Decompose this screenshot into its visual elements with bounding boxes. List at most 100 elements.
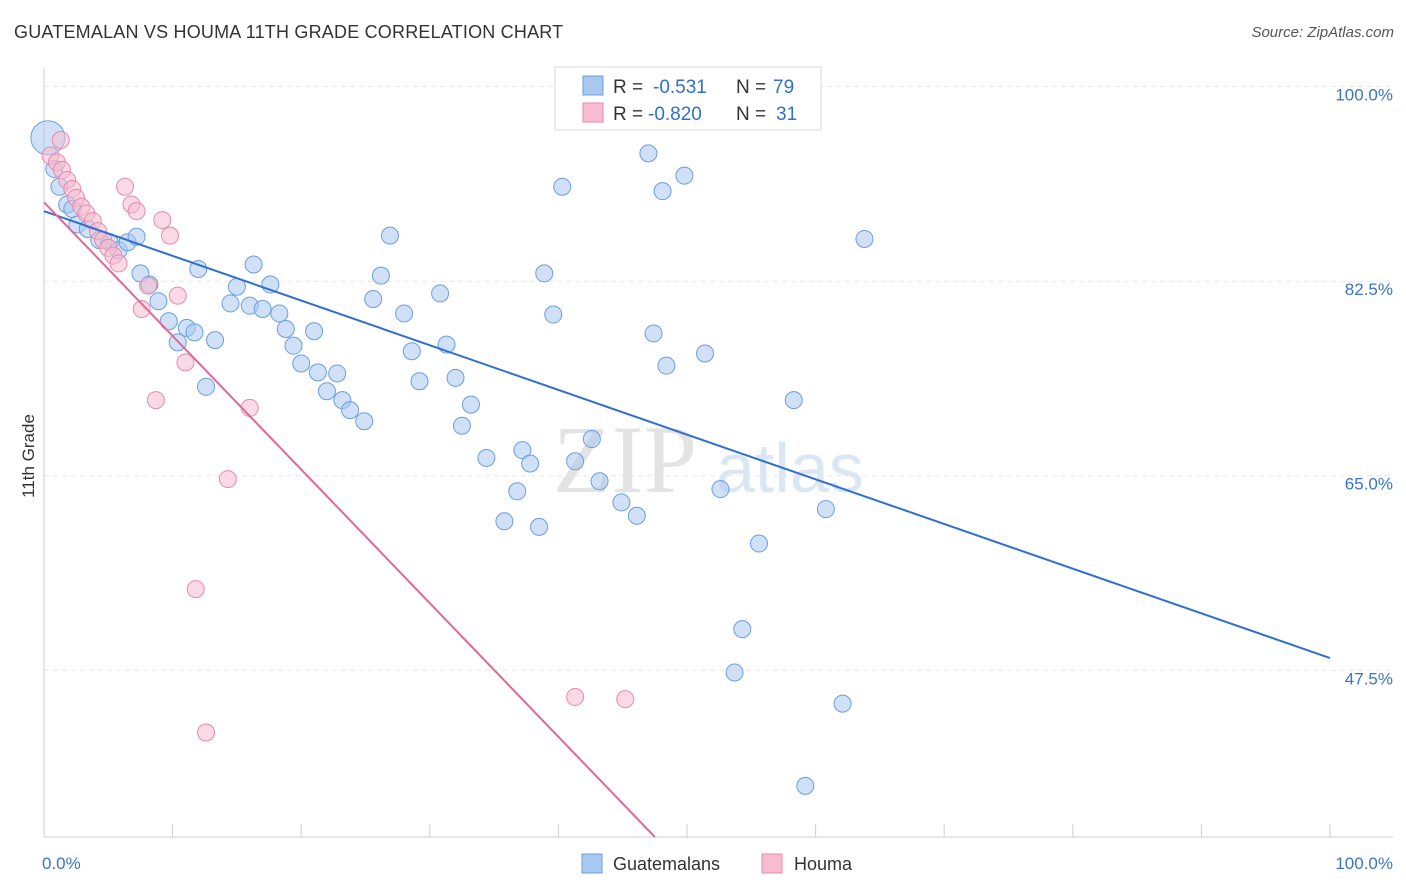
point-houma-27 [240,398,259,417]
legend-n-value-1: 31 [776,104,797,125]
point-houma-24 [186,580,205,599]
point-houma-26 [218,470,237,489]
point-houma-16 [127,202,146,221]
point-guatemalans-53 [513,441,532,460]
point-guatemalans-76 [816,500,835,519]
point-guatemalans-29 [276,320,295,339]
point-guatemalans-67 [657,356,676,375]
point-houma-19 [146,391,165,410]
trend-line-houma [43,201,656,838]
legend-n-value-0: 79 [773,77,794,98]
point-guatemalans-31 [292,354,311,373]
point-guatemalans-28 [270,304,289,323]
point-guatemalans-41 [380,226,399,245]
point-guatemalans-26 [253,299,272,318]
point-houma-30 [51,131,70,150]
point-guatemalans-18 [185,323,204,342]
point-guatemalans-44 [410,372,429,391]
point-guatemalans-15 [159,312,178,331]
bottom-legend-label-houma: Houma [794,854,853,874]
point-houma-13 [109,254,128,273]
point-guatemalans-34 [317,382,336,401]
legend-r-label-1: R = [613,104,643,125]
y-tick-label-3: 47.5% [1345,669,1393,688]
point-guatemalans-20 [197,377,216,396]
point-guatemalans-65 [644,324,663,343]
legend-r-value-1: -0.820 [648,104,702,125]
point-guatemalans-68 [675,166,694,185]
point-guatemalans-58 [553,177,572,196]
point-guatemalans-64 [639,144,658,163]
axes [43,68,1393,838]
point-guatemalans-39 [364,289,383,308]
point-houma-22 [168,286,187,305]
x-tick-label-left: 0.0% [42,854,81,873]
point-guatemalans-52 [508,482,527,501]
point-guatemalans-32 [305,322,324,341]
point-guatemalans-63 [627,506,646,525]
trend-line-guatemalans [43,210,1331,659]
point-houma-21 [161,226,180,245]
legend-swatch-houma [582,102,604,123]
point-guatemalans-45 [431,284,450,303]
legend-r-value-0: -0.531 [653,77,707,98]
watermark: ZIP atlas [553,406,864,513]
point-guatemalans-62 [612,493,631,512]
point-guatemalans-69 [696,344,715,363]
point-guatemalans-75 [796,776,815,795]
bottom-legend-swatch-guatemalans [581,853,603,874]
point-houma-29 [616,690,635,709]
legend-n-label-1: N = [736,104,766,125]
point-guatemalans-35 [328,364,347,383]
point-guatemalans-42 [395,304,414,323]
legend-top: R = -0.531 N = 79 R = -0.820 N = 31 [554,66,822,131]
point-guatemalans-19 [189,259,208,278]
point-guatemalans-72 [733,620,752,639]
point-guatemalans-78 [855,229,874,248]
y-axis-title: 11th Grade [19,414,38,498]
point-guatemalans-66 [653,182,672,201]
point-guatemalans-56 [535,264,554,283]
point-guatemalans-25 [244,255,263,274]
point-guatemalans-14 [149,292,168,311]
point-guatemalans-30 [284,336,303,355]
point-houma-18 [139,276,158,295]
point-guatemalans-71 [725,663,744,682]
trend-lines [43,201,1331,838]
chart-title: GUATEMALAN VS HOUMA 11TH GRADE CORRELATI… [14,22,564,42]
series-houma-points [41,131,635,742]
legend-swatch-guatemalans [582,75,604,96]
point-guatemalans-51 [495,512,514,531]
point-houma-17 [132,299,151,318]
legend-bottom: Guatemalans Houma [581,853,853,874]
point-houma-14 [116,177,135,196]
point-guatemalans-54 [521,454,540,473]
point-guatemalans-57 [544,305,563,324]
point-guatemalans-40 [371,266,390,285]
point-guatemalans-60 [582,430,601,449]
y-tick-labels: 100.0% 82.5% 65.0% 47.5% [1335,86,1393,689]
point-guatemalans-37 [341,401,360,420]
series-guatemalans-points [30,120,874,795]
point-guatemalans-48 [452,416,471,435]
point-houma-25 [197,723,216,742]
point-guatemalans-77 [833,694,852,713]
point-houma-23 [176,353,195,372]
point-guatemalans-49 [461,395,480,414]
point-guatemalans-74 [784,391,803,410]
bottom-legend-swatch-houma [761,853,783,874]
x-tick-label-right: 100.0% [1335,854,1393,873]
point-guatemalans-47 [446,368,465,387]
source-credit: Source: ZipAtlas.com [1251,24,1394,41]
point-guatemalans-70 [711,480,730,499]
point-guatemalans-22 [221,294,240,313]
point-guatemalans-50 [477,448,496,467]
point-guatemalans-59 [566,452,585,471]
x-tick-labels: 0.0% 100.0% [42,854,1393,873]
point-guatemalans-33 [308,363,327,382]
point-houma-28 [566,687,585,706]
point-guatemalans-38 [355,412,374,431]
legend-r-label-0: R = [613,77,643,98]
gridlines [44,86,1393,671]
